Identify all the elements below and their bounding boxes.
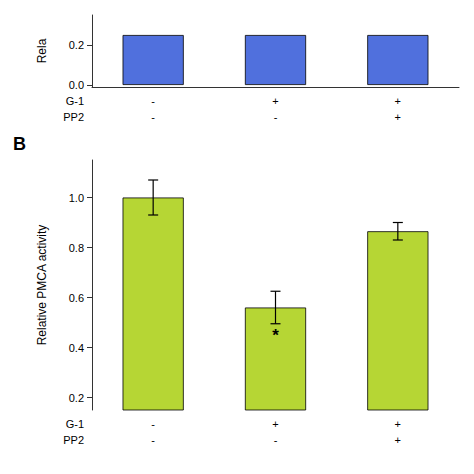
svg-text:-: - (151, 111, 155, 123)
svg-text:Rela: Rela (35, 38, 49, 63)
svg-text:0.6: 0.6 (69, 292, 84, 304)
svg-text:0.4: 0.4 (69, 342, 84, 354)
svg-text:G-1: G-1 (66, 95, 84, 107)
svg-text:-: - (151, 95, 155, 107)
svg-text:+: + (395, 418, 401, 430)
svg-text:+: + (272, 418, 278, 430)
svg-text:0.0: 0.0 (69, 79, 84, 91)
svg-text:1.0: 1.0 (69, 192, 84, 204)
svg-text:+: + (395, 434, 401, 446)
svg-text:+: + (395, 95, 401, 107)
svg-text:+: + (395, 111, 401, 123)
svg-text:PP2: PP2 (63, 111, 84, 123)
svg-text:-: - (274, 111, 278, 123)
svg-text:B: B (13, 134, 26, 154)
svg-text:0.8: 0.8 (69, 242, 84, 254)
svg-text:0.2: 0.2 (69, 392, 84, 404)
svg-text:-: - (151, 418, 155, 430)
svg-text:PP2: PP2 (63, 434, 84, 446)
svg-text:*: * (272, 326, 279, 345)
svg-text:-: - (151, 434, 155, 446)
svg-text:-: - (274, 434, 278, 446)
svg-text:Relative PMCA activity: Relative PMCA activity (35, 225, 49, 346)
svg-text:+: + (272, 95, 278, 107)
svg-text:0.2: 0.2 (69, 39, 84, 51)
svg-text:G-1: G-1 (66, 418, 84, 430)
